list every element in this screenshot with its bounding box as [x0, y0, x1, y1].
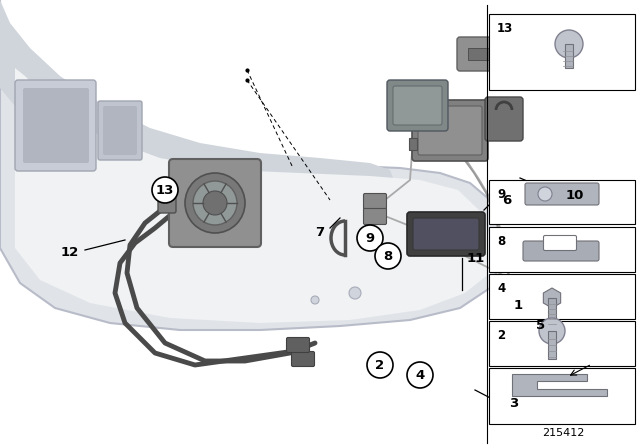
- Bar: [489, 180, 635, 224]
- Text: 3: 3: [509, 396, 518, 409]
- FancyBboxPatch shape: [457, 37, 501, 71]
- FancyBboxPatch shape: [364, 207, 387, 224]
- Bar: [468, 48, 490, 60]
- Bar: [489, 368, 635, 424]
- Text: 13: 13: [156, 184, 174, 197]
- Bar: [409, 116, 417, 128]
- FancyBboxPatch shape: [169, 159, 261, 247]
- Circle shape: [539, 318, 565, 344]
- FancyBboxPatch shape: [364, 194, 387, 208]
- Text: 5: 5: [536, 319, 545, 332]
- Text: 8: 8: [497, 235, 505, 248]
- FancyBboxPatch shape: [15, 80, 96, 171]
- Text: 6: 6: [502, 194, 511, 207]
- Circle shape: [152, 177, 178, 203]
- Circle shape: [185, 173, 245, 233]
- Text: 2: 2: [376, 358, 385, 371]
- Bar: [565, 44, 573, 68]
- FancyBboxPatch shape: [485, 97, 523, 141]
- FancyBboxPatch shape: [543, 236, 577, 250]
- Text: 7: 7: [316, 225, 324, 238]
- Bar: [489, 321, 635, 366]
- Text: 215412: 215412: [542, 428, 584, 438]
- Text: 13: 13: [497, 22, 513, 35]
- FancyBboxPatch shape: [158, 193, 176, 213]
- Text: 12: 12: [61, 246, 79, 258]
- Text: 9: 9: [497, 188, 505, 201]
- Circle shape: [367, 352, 393, 378]
- Text: 9: 9: [365, 232, 374, 245]
- Text: 4: 4: [415, 369, 424, 382]
- Polygon shape: [15, 68, 492, 323]
- Bar: [489, 274, 635, 319]
- Text: 11: 11: [467, 251, 485, 264]
- FancyBboxPatch shape: [387, 80, 448, 131]
- Bar: [548, 298, 556, 326]
- Polygon shape: [512, 374, 607, 396]
- Bar: [489, 14, 635, 90]
- Text: 2: 2: [497, 329, 505, 342]
- Text: 8: 8: [383, 250, 392, 263]
- Polygon shape: [0, 0, 500, 330]
- FancyBboxPatch shape: [287, 337, 310, 353]
- FancyBboxPatch shape: [23, 88, 89, 163]
- Bar: [489, 227, 635, 272]
- Text: 1: 1: [513, 298, 523, 311]
- FancyBboxPatch shape: [525, 183, 599, 205]
- Text: 4: 4: [497, 282, 505, 295]
- Circle shape: [375, 243, 401, 269]
- Circle shape: [357, 225, 383, 251]
- Bar: [548, 331, 556, 359]
- FancyBboxPatch shape: [291, 352, 314, 366]
- FancyBboxPatch shape: [393, 86, 442, 125]
- Circle shape: [311, 296, 319, 304]
- Polygon shape: [0, 0, 395, 196]
- Circle shape: [538, 187, 552, 201]
- Circle shape: [555, 30, 583, 58]
- FancyBboxPatch shape: [523, 241, 599, 261]
- FancyBboxPatch shape: [412, 100, 488, 161]
- Bar: [409, 138, 417, 150]
- FancyBboxPatch shape: [103, 106, 137, 155]
- Circle shape: [193, 181, 237, 225]
- FancyBboxPatch shape: [407, 212, 485, 256]
- Circle shape: [203, 191, 227, 215]
- Text: 10: 10: [566, 189, 584, 202]
- Circle shape: [349, 287, 361, 299]
- Polygon shape: [543, 288, 561, 308]
- FancyBboxPatch shape: [98, 101, 142, 160]
- FancyBboxPatch shape: [418, 106, 482, 155]
- Circle shape: [407, 362, 433, 388]
- FancyBboxPatch shape: [413, 218, 479, 250]
